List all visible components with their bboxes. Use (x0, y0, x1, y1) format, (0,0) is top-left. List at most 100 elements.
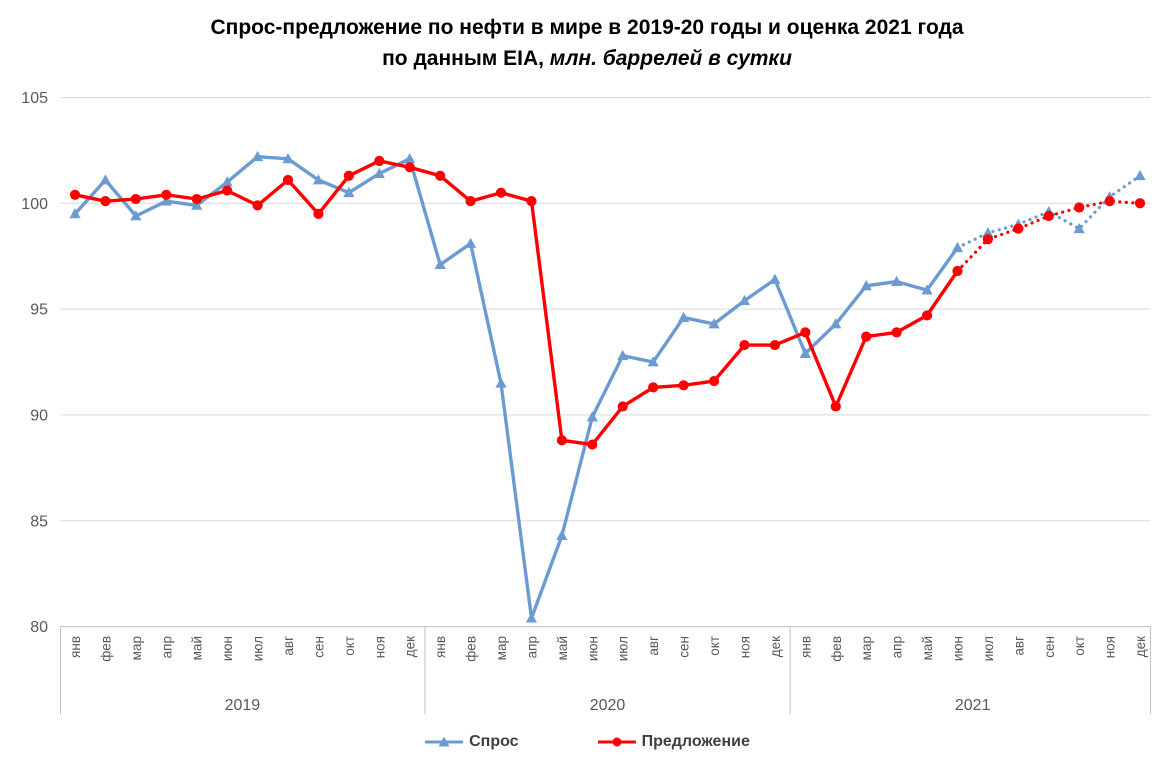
data-point-circle (921, 310, 933, 321)
y-tick-label: 100 (21, 196, 48, 213)
x-month-label: май (920, 636, 935, 660)
supply-line-icon (597, 737, 636, 747)
data-point-circle (678, 380, 689, 391)
data-point-triangle (799, 347, 811, 358)
data-point-circle (69, 189, 81, 200)
data-point-triangle (495, 377, 507, 388)
series-line-solid (74, 159, 959, 447)
data-point-triangle (130, 210, 142, 221)
data-point-triangle (586, 411, 598, 422)
data-point-triangle (1134, 169, 1146, 181)
x-month-label: ноя (1103, 636, 1118, 658)
series-line-solid (73, 155, 959, 620)
data-point-circle (587, 439, 598, 450)
x-month-label: окт (707, 636, 722, 656)
chart-title-line1: Спрос-предложение по нефти в мире в 2019… (210, 16, 964, 39)
x-month-label: июл (981, 636, 996, 661)
x-month-label: ноя (372, 636, 387, 658)
x-month-label: сен (1042, 636, 1057, 658)
data-point-triangle (556, 529, 568, 540)
data-point-triangle (830, 318, 842, 329)
data-point-circle (1134, 198, 1146, 209)
data-point-triangle (251, 150, 264, 162)
data-point-triangle (860, 280, 872, 291)
x-month-label: фев (98, 636, 113, 662)
data-point-triangle (982, 227, 994, 238)
data-point-circle (191, 193, 202, 205)
data-point-circle (435, 170, 446, 181)
data-point-triangle (617, 349, 629, 361)
y-tick-label: 95 (30, 302, 48, 319)
x-month-label: июн (950, 636, 965, 661)
chart-title-source: по данным EIA, (382, 47, 544, 70)
x-year-label: 2021 (955, 697, 991, 714)
data-point-triangle (464, 237, 477, 248)
data-point-circle (1043, 210, 1054, 222)
data-point-circle (556, 435, 567, 446)
x-month-label: авг (281, 636, 296, 656)
data-point-circle (800, 327, 811, 338)
x-month-label: фев (464, 636, 479, 662)
series-Спрос (69, 150, 1146, 623)
data-point-triangle (191, 199, 203, 210)
data-point-triangle (282, 153, 294, 164)
data-point-circle (769, 339, 780, 351)
data-point-triangle (678, 311, 690, 322)
data-point-circle (526, 196, 537, 207)
data-point-triangle (951, 241, 964, 253)
x-year-label: 2019 (225, 697, 261, 714)
chart-title: Спрос-предложение по нефти в мире в 2019… (0, 12, 1174, 74)
data-point-circle (404, 162, 415, 173)
x-month-label: сен (311, 636, 326, 658)
data-point-triangle (708, 318, 720, 329)
x-month-label: янв (68, 636, 83, 658)
x-month-label: окт (1072, 636, 1087, 656)
x-month-label: фев (829, 636, 844, 662)
x-month-label: июл (251, 636, 266, 661)
x-month-label: апр (890, 636, 905, 658)
data-point-circle (1013, 223, 1024, 234)
x-month-label: дек (403, 636, 418, 657)
x-month-label: мар (859, 636, 874, 660)
data-point-triangle (769, 273, 781, 284)
legend-label-demand: Спрос (469, 733, 519, 750)
data-point-circle (495, 187, 507, 198)
data-point-circle (952, 265, 963, 277)
data-point-triangle (69, 208, 81, 219)
data-point-circle (739, 339, 750, 351)
data-point-circle (222, 185, 233, 196)
x-month-label: июл (616, 636, 631, 661)
data-point-triangle (921, 284, 933, 295)
x-month-label: дек (1133, 636, 1148, 657)
data-point-circle (252, 200, 263, 211)
data-point-triangle (525, 612, 538, 623)
data-point-triangle (312, 174, 325, 185)
data-point-triangle (221, 176, 233, 187)
data-point-circle (465, 196, 476, 207)
data-point-triangle (160, 195, 172, 206)
x-month-label: апр (159, 636, 174, 658)
data-point-triangle (434, 258, 446, 270)
data-point-triangle (404, 153, 416, 164)
data-point-triangle (647, 356, 659, 367)
data-point-circle (282, 174, 294, 186)
y-tick-label: 80 (30, 619, 48, 636)
data-point-circle (708, 375, 720, 387)
data-point-circle (982, 234, 994, 245)
data-point-circle (861, 331, 872, 342)
x-month-label: мар (129, 636, 144, 660)
data-point-circle (313, 208, 324, 219)
data-point-circle (830, 401, 841, 412)
x-month-label: май (190, 636, 205, 660)
chart-title-units: млн. баррелей в сутки (543, 47, 792, 70)
data-point-circle (130, 193, 141, 205)
x-month-label: мар (494, 636, 509, 660)
x-month-label: янв (798, 636, 813, 658)
data-point-circle (1104, 196, 1115, 207)
data-point-circle (617, 401, 628, 412)
y-tick-label: 90 (30, 407, 48, 424)
y-tick-label: 105 (21, 90, 48, 107)
x-month-label: ноя (737, 636, 752, 658)
legend-item-supply: Предложение (597, 733, 750, 751)
data-point-circle (161, 189, 172, 200)
